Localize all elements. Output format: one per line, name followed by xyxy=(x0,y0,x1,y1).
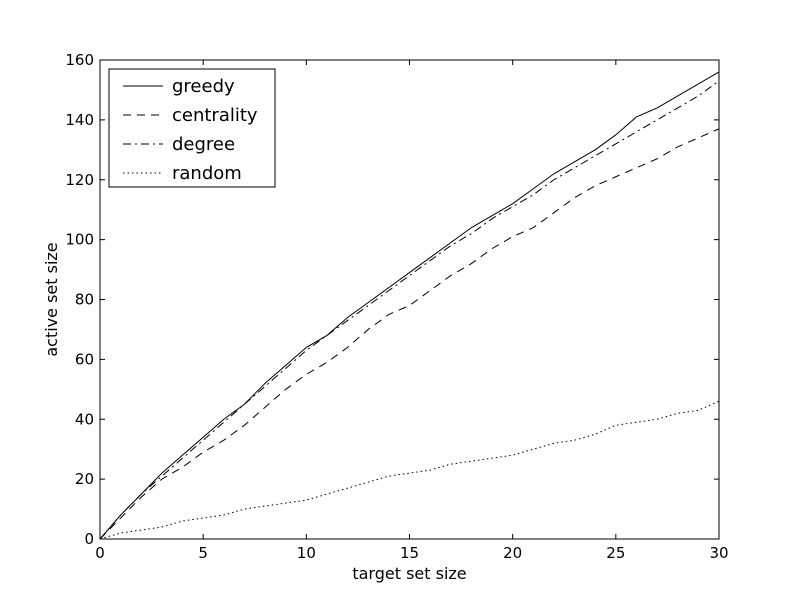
x-tick-label: 25 xyxy=(606,544,625,562)
y-tick-label: 160 xyxy=(65,51,94,69)
ticks-layer: 0 5 10 15 20 25 30 0 20 40 60 80 100 120 140 160 xyxy=(65,51,728,562)
series-line-random xyxy=(99,400,720,540)
legend-label-centrality: centrality xyxy=(172,105,258,126)
x-tick-label: 20 xyxy=(503,544,522,562)
x-tick-label: 5 xyxy=(198,544,208,562)
legend-box xyxy=(108,68,276,188)
y-tick-label: 140 xyxy=(65,111,94,129)
y-axis-label: active set size xyxy=(42,242,61,356)
series-layer xyxy=(99,71,720,540)
legend-label-degree: degree xyxy=(172,134,235,155)
y-tick-label: 20 xyxy=(75,470,94,488)
legend-label-greedy: greedy xyxy=(172,76,235,97)
x-tick-label: 0 xyxy=(95,544,105,562)
x-tick-label: 10 xyxy=(297,544,316,562)
y-tick-label: 40 xyxy=(75,410,94,428)
x-tick-label: 15 xyxy=(400,544,419,562)
series-line-greedy xyxy=(99,71,720,540)
legend: greedy centrality degree random xyxy=(108,68,276,188)
y-tick-label: 60 xyxy=(75,350,94,368)
y-tick-label: 100 xyxy=(65,231,94,249)
series-line-centrality xyxy=(99,128,720,540)
x-tick-label: 30 xyxy=(709,544,728,562)
series-line-degree xyxy=(99,80,720,540)
y-tick-label: 0 xyxy=(84,530,94,548)
x-axis-label: target set size xyxy=(352,564,466,583)
y-tick-label: 120 xyxy=(65,171,94,189)
legend-label-random: random xyxy=(172,163,242,184)
y-tick-label: 80 xyxy=(75,291,94,309)
